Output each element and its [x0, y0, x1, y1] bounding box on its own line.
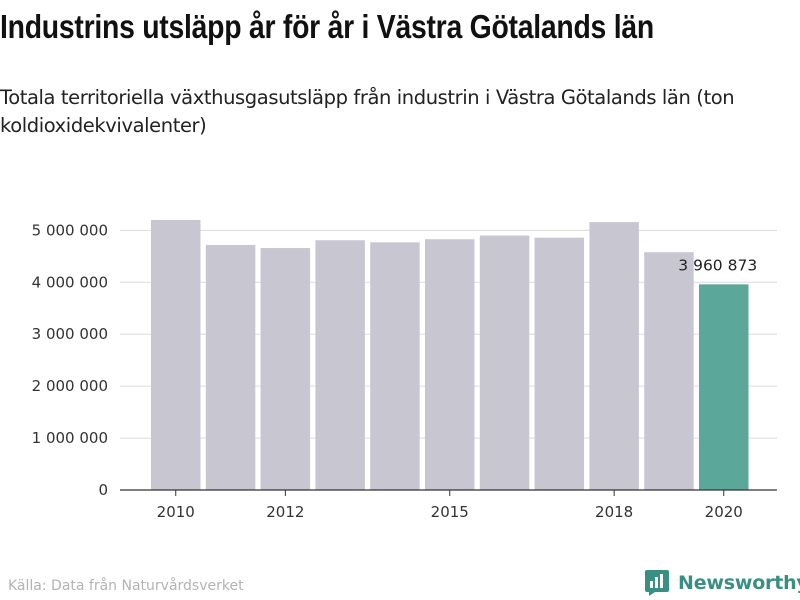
y-tick-label: 3 000 000 [32, 325, 108, 343]
x-tick-label: 2020 [705, 503, 743, 521]
bar-2017 [534, 237, 585, 490]
chart-subtitle: Totala territoriella växthusgasutsläpp f… [0, 86, 735, 137]
x-tick-label: 2010 [157, 503, 195, 521]
brand-name: Newsworthy [678, 572, 800, 594]
y-axis-ticks: 0 1 000 000 2 000 000 3 000 000 4 000 000 5 0… [32, 221, 108, 499]
bar-2020 [699, 284, 749, 490]
bar-2012 [260, 248, 311, 490]
bar-2013 [315, 240, 365, 490]
y-tick-label: 4 000 000 [32, 273, 108, 291]
bar-2016 [479, 235, 530, 490]
newsworthy-logo-icon [645, 570, 669, 596]
bar-2011 [205, 244, 256, 490]
bar-chart: 0 1 000 000 2 000 000 3 000 000 4 000 000 5 0… [32, 220, 777, 521]
x-tick-label: 2012 [266, 503, 304, 521]
brand-logo: Newsworthy [644, 568, 800, 598]
y-tick-label: 0 [98, 481, 108, 499]
y-tick-label: 2 000 000 [32, 377, 108, 395]
y-tick-label: 1 000 000 [32, 429, 108, 447]
bar-2010 [151, 220, 201, 490]
x-tick-label: 2015 [431, 503, 469, 521]
x-axis-ticks: 2010 2012 2015 2018 2020 [157, 490, 743, 521]
bar-2014 [370, 242, 420, 490]
bars [151, 220, 749, 491]
chart-title: Industrins utsläpp år för år i Västra Gö… [0, 8, 654, 45]
bar-2018 [589, 222, 639, 491]
bar-2019 [644, 252, 694, 490]
data-label: 3 960 873 [678, 256, 757, 274]
source-note: Källa: Data från Naturvårdsverket [8, 578, 244, 594]
data-labels: 3 960 873 [678, 256, 757, 274]
bar-2015 [425, 239, 475, 490]
y-tick-label: 5 000 000 [32, 221, 108, 239]
x-tick-label: 2018 [595, 503, 633, 521]
